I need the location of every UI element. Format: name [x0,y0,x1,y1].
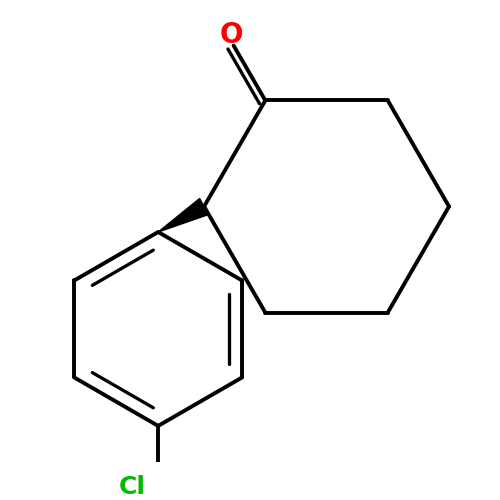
Polygon shape [158,198,208,232]
Text: Cl: Cl [119,475,146,499]
Text: O: O [220,21,243,49]
